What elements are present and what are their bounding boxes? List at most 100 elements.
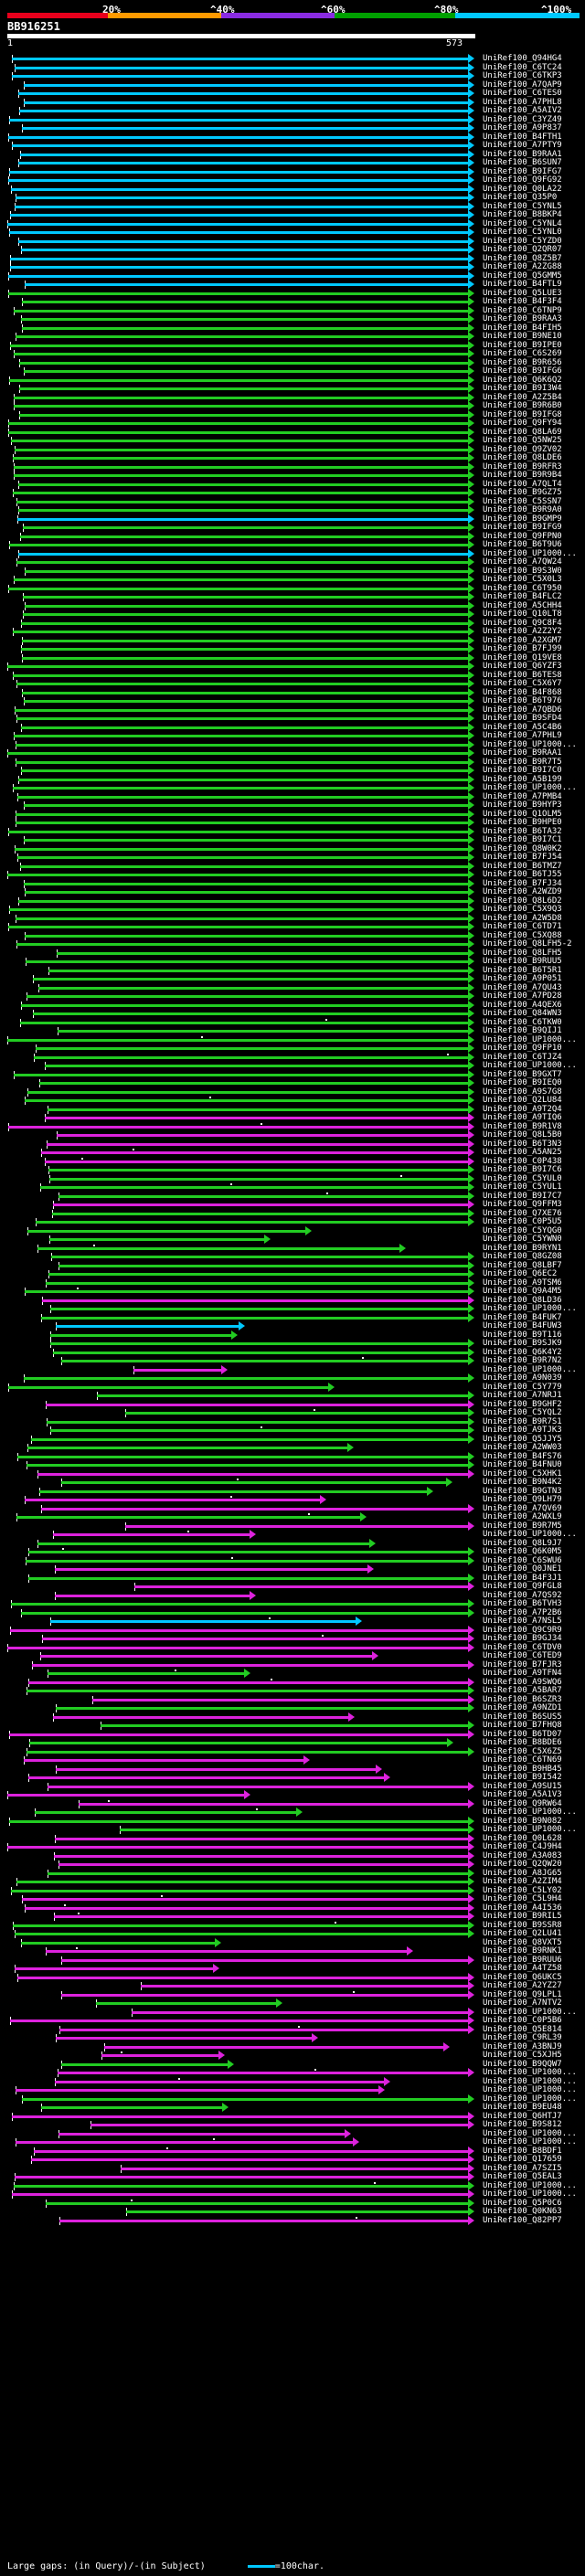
hit-name-link[interactable]: UniRef100_C5YUL0	[483, 1173, 562, 1183]
hit-row[interactable]: UniRef100_Q5LUE3	[0, 288, 585, 299]
hit-row[interactable]: UniRef100_Q9FFM3	[0, 1200, 585, 1210]
hit-name-link[interactable]: UniRef100_Q0JNE1	[483, 1564, 562, 1574]
hit-row[interactable]: UniRef100_C5XQ88	[0, 930, 585, 941]
hit-row[interactable]: UniRef100_C5SSN7	[0, 496, 585, 507]
hit-row[interactable]: UniRef100_A5CHH4	[0, 600, 585, 611]
hit-name-link[interactable]: UniRef100_Q0KN63	[483, 2207, 562, 2216]
hit-name-link[interactable]: UniRef100_Q17659	[483, 2155, 562, 2164]
hit-row[interactable]: UniRef100_B6T3N3	[0, 1139, 585, 1150]
hit-name-link[interactable]: UniRef100_B6SUS5	[483, 1712, 562, 1722]
hit-row[interactable]: UniRef100_B9S812	[0, 2120, 585, 2130]
hit-row[interactable]: UniRef100_B6SUN7	[0, 158, 585, 168]
hit-row[interactable]: UniRef100_A2Z5B4	[0, 392, 585, 403]
hit-name-link[interactable]: UniRef100_A2Z5B4	[483, 392, 562, 402]
hit-name-link[interactable]: UniRef100_B9GHF2	[483, 1399, 562, 1409]
hit-name-link[interactable]: UniRef100_Q5LUE3	[483, 288, 562, 298]
hit-row[interactable]: UniRef100_C6TDV0	[0, 1642, 585, 1653]
hit-row[interactable]: UniRef100_B8BDF1	[0, 2146, 585, 2157]
hit-name-link[interactable]: UniRef100_B6TJ55	[483, 870, 562, 879]
hit-name-link[interactable]: UniRef100_B9QQW7	[483, 2059, 562, 2069]
hit-row[interactable]: UniRef100_B9RUU5	[0, 957, 585, 967]
hit-name-link[interactable]: UniRef100_C6TDV0	[483, 1642, 562, 1652]
hit-name-link[interactable]: UniRef100_B6TES8	[483, 670, 562, 680]
hit-name-link[interactable]: UniRef100_Q9LH79	[483, 1495, 562, 1504]
hit-row[interactable]: UniRef100_B9R7S1	[0, 1416, 585, 1427]
hit-row[interactable]: UniRef100_Q7XE76	[0, 1208, 585, 1219]
hit-row[interactable]: UniRef100_C6TC24	[0, 62, 585, 73]
hit-name-link[interactable]: UniRef100_B7FJR3	[483, 1659, 562, 1670]
hit-name-link[interactable]: UniRef100_C5XHK1	[483, 1468, 562, 1479]
hit-name-link[interactable]: UniRef100_UP1000...	[483, 2180, 577, 2190]
hit-row[interactable]: UniRef100_A7NRJ1	[0, 1391, 585, 1401]
hit-row[interactable]: UniRef100_B7FHQ8	[0, 1721, 585, 1731]
hit-row[interactable]: UniRef100_B9IEQ0	[0, 1078, 585, 1088]
hit-name-link[interactable]: UniRef100_B9R7T5	[483, 757, 562, 767]
hit-name-link[interactable]: UniRef100_Q9FG92	[483, 175, 562, 185]
hit-name-link[interactable]: UniRef100_A2YZ27	[483, 1981, 562, 1990]
hit-row[interactable]: UniRef100_B9HYP3	[0, 800, 585, 811]
hit-row[interactable]: UniRef100_Q6HTJ7	[0, 2111, 585, 2122]
hit-name-link[interactable]: UniRef100_B4FUK7	[483, 1312, 562, 1322]
hit-row[interactable]: UniRef100_B4F3J1	[0, 1573, 585, 1584]
hit-name-link[interactable]: UniRef100_Q35P0	[483, 193, 558, 202]
hit-row[interactable]: UniRef100_B6T5R1	[0, 965, 585, 976]
hit-name-link[interactable]: UniRef100_B9I7C0	[483, 766, 562, 775]
hit-name-link[interactable]: UniRef100_Q9RW64	[483, 1798, 562, 1808]
hit-row[interactable]: UniRef100_A7QW24	[0, 557, 585, 567]
hit-name-link[interactable]: UniRef100_A7QV69	[483, 1503, 562, 1513]
hit-name-link[interactable]: UniRef100_Q8LFH5-2	[483, 939, 572, 949]
hit-name-link[interactable]: UniRef100_B9I7C1	[483, 835, 562, 844]
hit-name-link[interactable]: UniRef100_B4F868	[483, 687, 562, 697]
hit-name-link[interactable]: UniRef100_B9RNK1	[483, 1946, 562, 1956]
hit-name-link[interactable]: UniRef100_C5XQ88	[483, 930, 562, 940]
hit-row[interactable]: UniRef100_B6T976	[0, 696, 585, 706]
hit-row[interactable]: UniRef100_B6SUS5	[0, 1712, 585, 1723]
hit-name-link[interactable]: UniRef100_B6T9U6	[483, 540, 562, 549]
hit-name-link[interactable]: UniRef100_Q9FPN0	[483, 531, 562, 541]
hit-row[interactable]: UniRef100_C4J9H4	[0, 1842, 585, 1852]
hit-name-link[interactable]: UniRef100_UP1000...	[483, 1304, 577, 1313]
hit-name-link[interactable]: UniRef100_A7QU43	[483, 982, 562, 992]
hit-row[interactable]: UniRef100_Q9A4M5	[0, 1287, 585, 1297]
hit-row[interactable]: UniRef100_A7QU43	[0, 982, 585, 993]
hit-row[interactable]: UniRef100_A2WXL9	[0, 1512, 585, 1522]
hit-row[interactable]: UniRef100_C0P5U5	[0, 1217, 585, 1227]
hit-row[interactable]: UniRef100_A3A083	[0, 1850, 585, 1861]
hit-name-link[interactable]: UniRef100_B4F3J1	[483, 1573, 562, 1583]
hit-name-link[interactable]: UniRef100_A7QAP9	[483, 80, 562, 90]
hit-name-link[interactable]: UniRef100_UP1000...	[483, 2128, 577, 2138]
hit-name-link[interactable]: UniRef100_C0P5U5	[483, 1217, 562, 1226]
hit-name-link[interactable]: UniRef100_Q8LA69	[483, 427, 562, 437]
hit-row[interactable]: UniRef100_C5X6Y7	[0, 679, 585, 689]
hit-row[interactable]: UniRef100_A4QEX6	[0, 1000, 585, 1011]
hit-row[interactable]: UniRef100_A7NTV2	[0, 1998, 585, 2009]
hit-name-link[interactable]: UniRef100_B9IFG9	[483, 523, 562, 532]
hit-name-link[interactable]: UniRef100_Q9LPL1	[483, 1989, 562, 1999]
hit-row[interactable]: UniRef100_Q5JJY5	[0, 1434, 585, 1445]
hit-row[interactable]: UniRef100_Q9FY94	[0, 419, 585, 429]
hit-row[interactable]: UniRef100_B9GXT7	[0, 1069, 585, 1080]
hit-name-link[interactable]: UniRef100_A9TSM6	[483, 1277, 562, 1288]
hit-name-link[interactable]: UniRef100_B4FTL9	[483, 280, 562, 289]
hit-row[interactable]: UniRef100_UP1000...	[0, 2189, 585, 2200]
hit-row[interactable]: UniRef100_A2W5D8	[0, 913, 585, 924]
hit-row[interactable]: UniRef100_B9QQW7	[0, 2059, 585, 2070]
hit-row[interactable]: UniRef100_B9IFG7	[0, 166, 585, 177]
hit-row[interactable]: UniRef100_UP1000...	[0, 2137, 585, 2147]
hit-name-link[interactable]: UniRef100_Q2QR07	[483, 245, 562, 254]
hit-name-link[interactable]: UniRef100_A5CHH4	[483, 600, 562, 610]
hit-name-link[interactable]: UniRef100_UP1000...	[483, 1364, 577, 1374]
hit-row[interactable]: UniRef100_B9GTN3	[0, 1486, 585, 1497]
hit-name-link[interactable]: UniRef100_A5AIV2	[483, 106, 562, 115]
hit-row[interactable]: UniRef100_B8BKP4	[0, 210, 585, 220]
hit-row[interactable]: UniRef100_Q8LA69	[0, 427, 585, 438]
hit-row[interactable]: UniRef100_B9GJ34	[0, 1634, 585, 1644]
hit-row[interactable]: UniRef100_A9P837	[0, 123, 585, 133]
hit-row[interactable]: UniRef100_Q8LBF7	[0, 1260, 585, 1271]
hit-row[interactable]: UniRef100_B4FS76	[0, 1451, 585, 1462]
hit-name-link[interactable]: UniRef100_UP1000...	[483, 1034, 577, 1044]
hit-name-link[interactable]: UniRef100_C5XJH5	[483, 2051, 562, 2060]
hit-row[interactable]: UniRef100_B9GMP9	[0, 514, 585, 525]
hit-row[interactable]: UniRef100_C5YQG0	[0, 1225, 585, 1236]
hit-row[interactable]: UniRef100_Q8LD36	[0, 1295, 585, 1306]
